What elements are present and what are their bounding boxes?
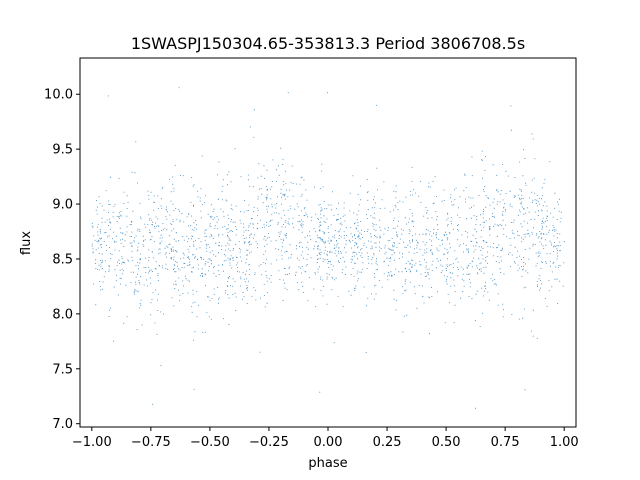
y-axis-label: flux	[19, 231, 34, 255]
x-tick-label: 1.00	[550, 435, 579, 450]
y-tick-label: 7.5	[52, 362, 73, 377]
y-tick-label: 7.0	[52, 417, 73, 432]
x-tick-label: −0.25	[249, 435, 289, 450]
x-tick-label: 0.50	[432, 435, 461, 450]
plot-frame	[79, 57, 577, 428]
x-tick-label: 0.25	[373, 435, 402, 450]
x-axis-ticks: −1.00 −0.75 −0.50 −0.25 0.00 0.25 0.50 0.75 1.00	[72, 427, 579, 450]
chart-title: 1SWASPJ150304.65-353813.3 Period 3806708…	[131, 34, 525, 53]
x-tick-label: 0.00	[314, 435, 343, 450]
scatter-points	[91, 87, 565, 409]
y-tick-label: 9.0	[52, 198, 73, 213]
x-tick-label: −1.00	[72, 435, 112, 450]
series-points	[91, 87, 565, 409]
y-tick-label: 8.0	[52, 307, 73, 322]
y-tick-label: 9.5	[52, 143, 73, 158]
x-tick-label: −0.50	[190, 435, 230, 450]
y-axis-ticks: 7.0 7.5 8.0 8.5 9.0 9.5 10.0	[44, 88, 80, 432]
y-tick-label: 10.0	[44, 88, 73, 103]
y-tick-label: 8.5	[52, 252, 73, 267]
x-tick-label: −0.75	[131, 435, 171, 450]
x-axis-label: phase	[308, 456, 347, 471]
x-tick-label: 0.75	[491, 435, 520, 450]
